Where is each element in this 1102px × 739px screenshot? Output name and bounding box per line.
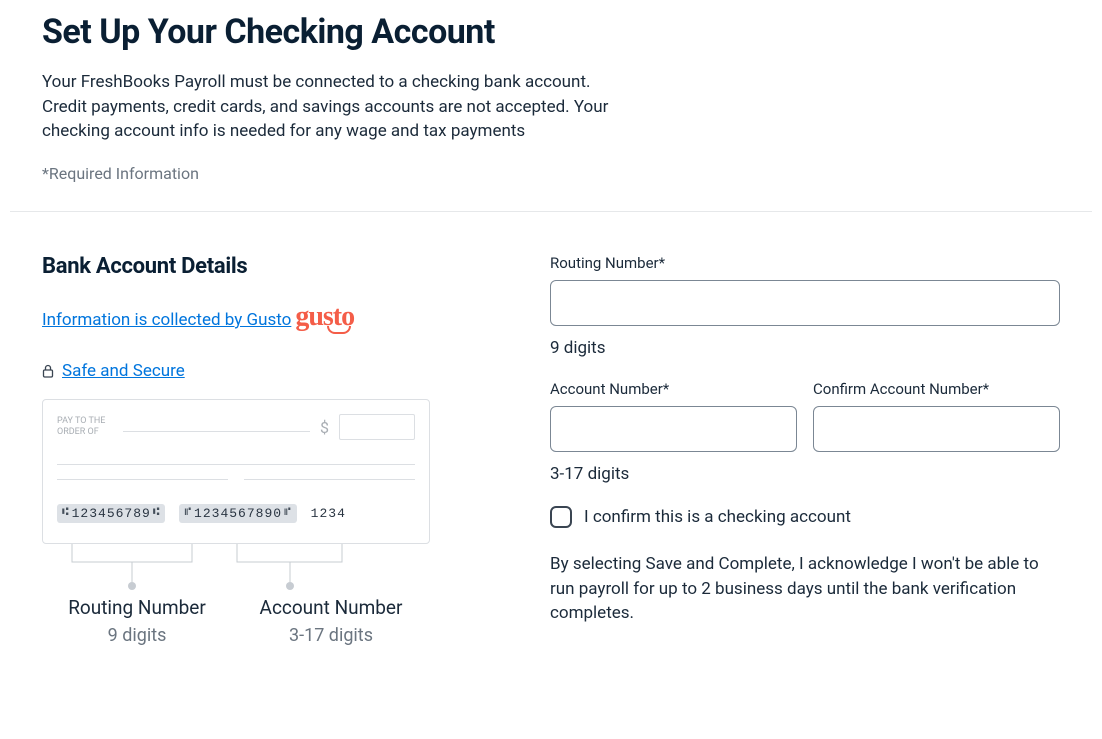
pay-order-line1: PAY TO THE (57, 416, 105, 426)
page-description: Your FreshBooks Payroll must be connecte… (42, 70, 622, 144)
routing-number-input[interactable] (550, 280, 1060, 326)
confirm-account-number-input[interactable] (813, 406, 1060, 452)
confirm-account-number-label: Confirm Account Number* (813, 380, 1060, 398)
account-number-hint: 3-17 digits (550, 464, 1060, 484)
routing-number-hint: 9 digits (550, 338, 1060, 358)
micr-routing-text: 123456789 (72, 506, 151, 521)
check-memo-line (57, 464, 415, 465)
account-number-label: Account Number* (550, 380, 797, 398)
pay-to-order-label: PAY TO THE ORDER OF (57, 416, 113, 438)
micr-checknum-segment: 1234 (311, 506, 346, 521)
bank-details-column: Bank Account Details Information is coll… (42, 254, 490, 646)
content-columns: Bank Account Details Information is coll… (42, 254, 1060, 646)
account-label-title: Account Number (232, 596, 430, 619)
safe-secure-row: Safe and Secure (42, 361, 185, 381)
check-illustration: PAY TO THE ORDER OF $ ⑆123456789⑆ ⑈12345… (42, 399, 430, 544)
confirm-checking-label: I confirm this is a checking account (584, 507, 851, 527)
check-callouts (42, 544, 430, 592)
acknowledgement-text: By selecting Save and Complete, I acknow… (550, 552, 1060, 626)
confirm-checking-row: I confirm this is a checking account (550, 506, 1060, 528)
micr-checknum-text: 1234 (311, 506, 346, 521)
check-pay-row: PAY TO THE ORDER OF $ (57, 414, 415, 440)
routing-label-sub: 9 digits (42, 625, 232, 646)
check-labels-row: Routing Number 9 digits Account Number 3… (42, 596, 430, 646)
pay-order-line2: ORDER OF (57, 427, 99, 437)
routing-label-group: Routing Number 9 digits (42, 596, 232, 646)
micr-account-segment: ⑈1234567890⑈ (179, 504, 296, 523)
confirm-checking-checkbox[interactable] (550, 506, 572, 528)
account-number-input[interactable] (550, 406, 797, 452)
account-label-sub: 3-17 digits (232, 625, 430, 646)
lock-icon (42, 364, 54, 378)
gusto-logo: gusto (295, 303, 354, 331)
bank-details-title: Bank Account Details (42, 254, 490, 279)
micr-routing-segment: ⑆123456789⑆ (57, 504, 165, 523)
section-divider (10, 211, 1092, 212)
check-amount-box (339, 414, 415, 440)
routing-field: Routing Number* 9 digits (550, 254, 1060, 358)
micr-account-text: 1234567890 (194, 506, 282, 521)
form-column: Routing Number* 9 digits Account Number*… (550, 254, 1060, 646)
info-collected-link[interactable]: Information is collected by Gusto (42, 310, 291, 330)
routing-number-label: Routing Number* (550, 254, 1060, 272)
routing-label-title: Routing Number (42, 596, 232, 619)
required-note: *Required Information (42, 164, 1060, 183)
safe-secure-link[interactable]: Safe and Secure (62, 361, 185, 381)
dollar-sign: $ (320, 418, 329, 437)
page-title: Set Up Your Checking Account (42, 12, 1060, 52)
account-fields: Account Number* Confirm Account Number* … (550, 380, 1060, 484)
check-payee-line (123, 431, 310, 432)
check-micr-row: ⑆123456789⑆ ⑈1234567890⑈ 1234 (57, 504, 415, 523)
check-signature-lines (57, 479, 415, 480)
account-label-group: Account Number 3-17 digits (232, 596, 430, 646)
